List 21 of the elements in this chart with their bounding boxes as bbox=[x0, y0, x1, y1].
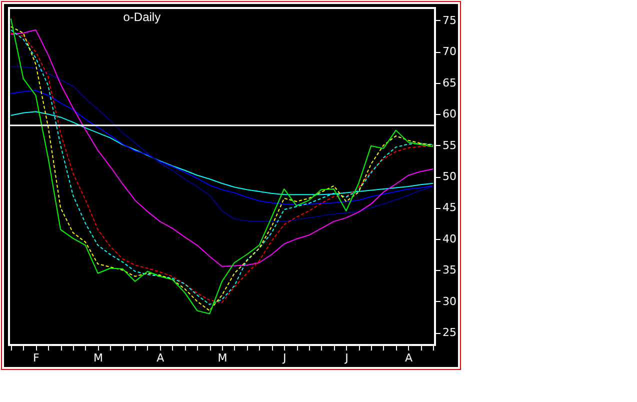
line-series bbox=[10, 66, 434, 222]
y-tick-label: 30 bbox=[442, 294, 456, 308]
x-tick-label: M bbox=[218, 352, 228, 364]
x-tick-label: J bbox=[344, 352, 348, 364]
y-tick-label: 75 bbox=[442, 14, 456, 27]
y-tick-label: 40 bbox=[442, 232, 456, 246]
y-tick-label: 55 bbox=[442, 138, 456, 152]
y-tick-label: 25 bbox=[442, 326, 456, 340]
y-tick-label: 45 bbox=[442, 201, 456, 214]
x-tick-label: F bbox=[33, 352, 40, 364]
x-tick-label: M bbox=[94, 352, 104, 364]
y-tick-label: 50 bbox=[442, 170, 456, 183]
chart-subtitle: o-Daily bbox=[123, 10, 161, 24]
y-tick-label: 60 bbox=[442, 108, 456, 121]
y-tick-label: 35 bbox=[442, 264, 456, 277]
x-tick-label: J bbox=[282, 352, 286, 364]
x-tick-label: A bbox=[156, 352, 165, 364]
y-tick-label: 70 bbox=[442, 45, 456, 58]
x-tick-label: A bbox=[405, 352, 414, 364]
line-series bbox=[10, 90, 434, 206]
y-tick-label: 65 bbox=[442, 76, 456, 90]
